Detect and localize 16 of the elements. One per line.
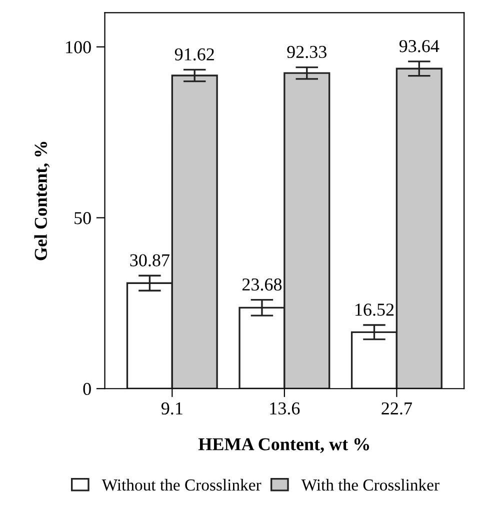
legend-label: Without the Crosslinker [102,478,262,491]
y-tick-label: 0 [83,382,91,396]
y-tick-label: 100 [66,41,91,54]
legend-label: With the Crosslinker [301,478,440,491]
data-label: 16.52 [356,304,394,316]
x-axis-title: HEMA Content, wt % [198,438,369,453]
y-tick-label: 50 [74,212,91,224]
x-tick-label: 13.6 [270,402,300,415]
data-label: 93.64 [399,40,440,52]
data-label: 91.62 [174,48,214,61]
x-tick-label: 22.7 [382,402,412,415]
x-tick-label: 9.1 [161,402,182,415]
data-label: 30.87 [130,254,170,266]
data-label: 92.33 [287,46,326,58]
y-axis-title: Gel Content, % [34,142,50,260]
data-label: 23.68 [242,278,282,291]
